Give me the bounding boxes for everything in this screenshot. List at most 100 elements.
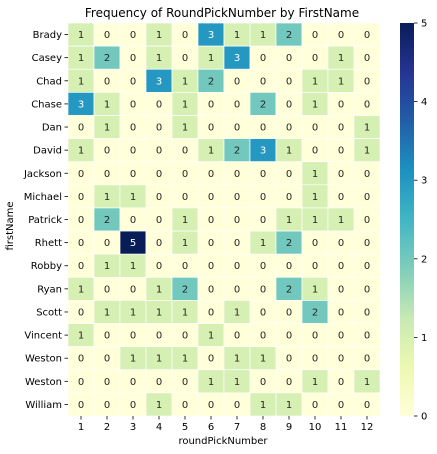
cell-value-label: 0 [364,354,370,365]
cell-value-label: 1 [234,354,240,365]
cell-value-label: 0 [156,331,162,342]
cell-value-label: 0 [338,192,344,203]
cell-value-label: 0 [312,123,318,134]
cell-value-label: 1 [182,238,188,249]
x-tick-label: 11 [335,422,348,433]
cell-value-label: 0 [364,331,370,342]
cell-value-label: 0 [156,238,162,249]
cell-value-label: 1 [104,307,110,318]
cell-value-label: 0 [78,192,84,203]
y-tick-label: Michael [24,192,62,203]
cell-value-label: 0 [182,400,188,411]
cell-value-label: 0 [104,354,110,365]
cell-value-label: 1 [104,99,110,110]
heatmap-cells: 1 0 0 1 0 3 1 1 2 0 0 0 1 2 0 1 0 1 3 0 0 0 1 0 1 0 0 3 1 2 0 0 0 1 1 0 3 1 0 0… [67,22,381,417]
cell-value-label: 0 [234,76,240,87]
cell-value-label: 1 [364,377,370,388]
cell-value-label: 0 [338,30,344,41]
cell-value-label: 0 [130,146,136,157]
cell-value-label: 0 [208,123,214,134]
cell-value-label: 0 [182,331,188,342]
y-axis-label: firstName [5,201,16,250]
cell-value-label: 0 [312,400,318,411]
cell-value-label: 0 [104,238,110,249]
colorbar-tick-label: 4 [421,97,427,108]
cell-value-label: 3 [156,76,162,87]
cell-value-label: 1 [208,377,214,388]
cell-value-label: 0 [364,238,370,249]
cell-value-label: 1 [104,123,110,134]
cell-value-label: 0 [234,238,240,249]
cell-value-label: 0 [338,146,344,157]
cell-value-label: 0 [312,53,318,64]
cell-value-label: 0 [78,169,84,180]
y-tick-label: William [25,400,62,411]
cell-value-label: 1 [104,261,110,272]
cell-value-label: 1 [312,99,318,110]
colorbar-tick-label: 2 [421,254,427,265]
cell-value-label: 0 [208,192,214,203]
cell-value-label: 0 [364,284,370,295]
cell-value-label: 1 [78,30,84,41]
cell-value-label: 0 [130,331,136,342]
cell-value-label: 0 [338,261,344,272]
cell-value-label: 0 [260,192,266,203]
cell-value-label: 0 [338,307,344,318]
cell-value-label: 0 [286,123,292,134]
cell-value-label: 0 [286,261,292,272]
cell-value-label: 0 [104,169,110,180]
cell-value-label: 1 [156,307,162,318]
cell-value-label: 0 [78,377,84,388]
cell-value-label: 0 [338,400,344,411]
cell-value-label: 0 [338,238,344,249]
cell-value-label: 1 [182,76,188,87]
cell-value-label: 0 [338,123,344,134]
cell-value-label: 0 [234,169,240,180]
cell-value-label: 0 [260,169,266,180]
cell-value-label: 0 [208,261,214,272]
x-tick-label: 12 [361,422,374,433]
cell-value-label: 1 [364,146,370,157]
chart-title: Frequency of RoundPickNumber by FirstNam… [85,6,359,20]
cell-value-label: 0 [104,76,110,87]
cell-value-label: 0 [208,99,214,110]
cell-value-label: 2 [286,30,292,41]
cell-value-label: 0 [286,331,292,342]
cell-value-label: 0 [208,284,214,295]
cell-value-label: 0 [234,192,240,203]
cell-value-label: 0 [234,215,240,226]
cell-value-label: 1 [78,53,84,64]
cell-value-label: 1 [130,261,136,272]
cell-value-label: 0 [286,354,292,365]
cell-value-label: 2 [208,76,214,87]
x-tick-label: 9 [286,422,292,433]
y-tick-label: Brady [33,30,62,41]
cell-value-label: 2 [312,307,318,318]
cell-value-label: 1 [260,400,266,411]
cell-value-label: 0 [208,169,214,180]
cell-value-label: 0 [364,307,370,318]
cell-value-label: 3 [208,30,214,41]
x-tick-label: 5 [182,422,188,433]
x-axis-ticks: 1 2 3 4 5 6 7 8 9 10 11 12 [78,416,374,433]
cell-value-label: 0 [78,354,84,365]
cell-value-label: 0 [156,169,162,180]
cell-value-label: 0 [286,307,292,318]
cell-value-label: 0 [312,238,318,249]
cell-value-label: 0 [156,123,162,134]
cell-value-label: 0 [234,123,240,134]
cell-value-label: 0 [78,307,84,318]
cell-value-label: 0 [364,30,370,41]
cell-value-label: 0 [260,307,266,318]
cell-value-label: 0 [234,99,240,110]
cell-value-label: 0 [130,169,136,180]
cell-value-label: 0 [260,377,266,388]
cell-value-label: 0 [364,261,370,272]
cell-value-label: 1 [338,53,344,64]
cell-value-label: 1 [182,215,188,226]
cell-value-label: 1 [208,53,214,64]
cell-value-label: 5 [130,238,136,249]
cell-value-label: 3 [234,53,240,64]
cell-value-label: 2 [260,99,266,110]
cell-value-label: 0 [130,123,136,134]
